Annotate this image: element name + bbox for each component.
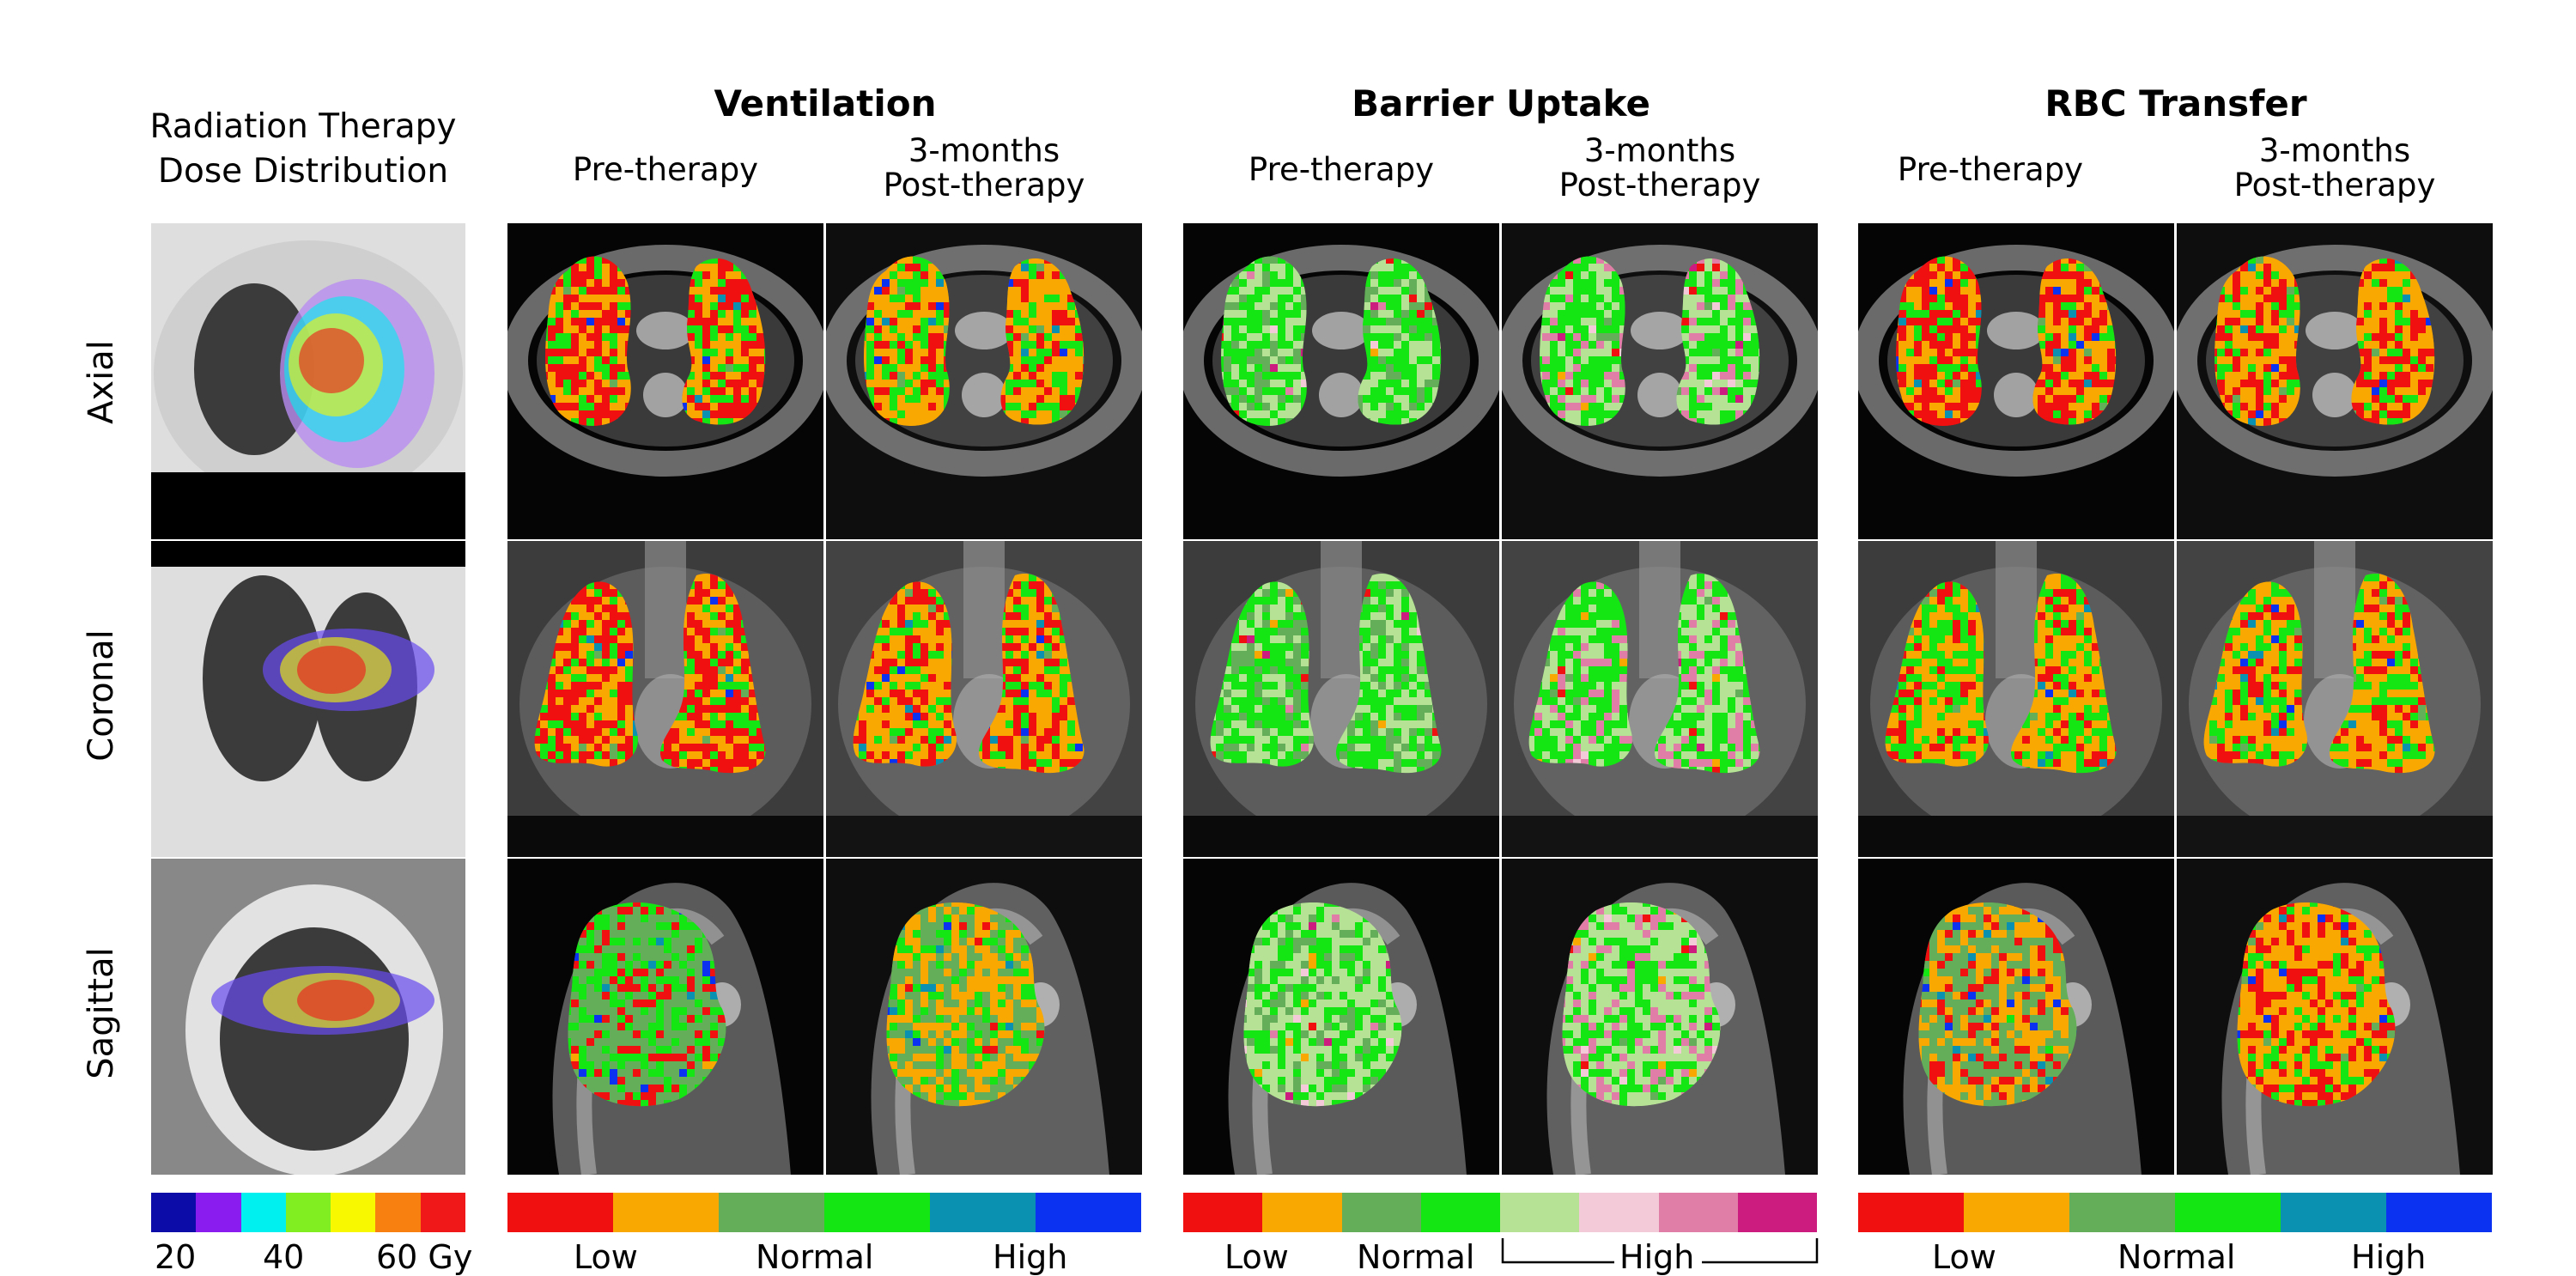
- rbc-colorbar: [1858, 1193, 2492, 1232]
- dose-title-line2: Dose Distribution: [136, 149, 471, 194]
- panel-rbc-post-axial: [2177, 223, 2493, 539]
- barrier-swatch: [1500, 1193, 1579, 1232]
- panel-ventilation-post-coronal: [826, 541, 1142, 857]
- ventilation-tick-normal: Normal: [756, 1238, 874, 1276]
- panel-barrier-post-axial: [1502, 223, 1818, 539]
- panel-rbc-pre-axial: [1858, 223, 2174, 539]
- rbc-swatch: [2281, 1193, 2386, 1232]
- rbc-swatch: [2386, 1193, 2492, 1232]
- subtitle-line: Post-therapy: [826, 168, 1142, 203]
- panel-ventilation-pre-coronal: [507, 541, 823, 857]
- ventilation-swatch: [930, 1193, 1036, 1232]
- group-title-barrier: Barrier Uptake: [1183, 82, 1819, 125]
- dose-tick-40: 40: [263, 1238, 304, 1276]
- barrier-high-bracket: [1501, 1237, 1820, 1267]
- ventilation-colorbar: [507, 1193, 1141, 1232]
- rbc-swatch: [2175, 1193, 2281, 1232]
- subtitle-ventilation-pre: Pre-therapy: [507, 153, 823, 187]
- rbc-tick-high: High: [2351, 1238, 2426, 1276]
- subtitle-line: Post-therapy: [1502, 168, 1818, 203]
- barrier-swatch: [1579, 1193, 1658, 1232]
- dose-swatch: [241, 1193, 286, 1232]
- dose-tick-60: 60 Gy: [376, 1238, 472, 1276]
- ventilation-swatch: [613, 1193, 719, 1232]
- dose-tick-20: 20: [155, 1238, 196, 1276]
- dose-swatch: [196, 1193, 240, 1232]
- panel-ventilation-post-sagittal: [826, 859, 1142, 1175]
- panel-dose-sagittal: [151, 859, 465, 1175]
- panel-barrier-pre-sagittal: [1183, 859, 1499, 1175]
- rbc-swatch: [1964, 1193, 2069, 1232]
- barrier-tick-normal: Normal: [1357, 1238, 1475, 1276]
- panel-rbc-pre-sagittal: [1858, 859, 2174, 1175]
- panel-barrier-pre-coronal: [1183, 541, 1499, 857]
- rbc-tick-low: Low: [1932, 1238, 1996, 1276]
- group-title-ventilation: Ventilation: [507, 82, 1143, 125]
- subtitle-line: 3-months: [826, 134, 1142, 168]
- subtitle-line: 3-months: [1502, 134, 1818, 168]
- barrier-swatch: [1738, 1193, 1817, 1232]
- subtitle-line: Post-therapy: [2177, 168, 2493, 203]
- panel-barrier-post-sagittal: [1502, 859, 1818, 1175]
- dose-swatch: [331, 1193, 375, 1232]
- ventilation-tick-low: Low: [574, 1238, 638, 1276]
- panel-dose-axial: [151, 223, 465, 539]
- barrier-tick-low: Low: [1224, 1238, 1289, 1276]
- ventilation-tick-high: High: [993, 1238, 1067, 1276]
- dose-title-line1: Radiation Therapy: [136, 105, 471, 149]
- panel-rbc-post-sagittal: [2177, 859, 2493, 1175]
- panel-ventilation-pre-axial: [507, 223, 823, 539]
- rbc-tick-normal: Normal: [2117, 1238, 2236, 1276]
- subtitle-rbc-post: 3-months Post-therapy: [2177, 134, 2493, 203]
- barrier-swatch: [1421, 1193, 1500, 1232]
- panel-barrier-post-coronal: [1502, 541, 1818, 857]
- panel-ventilation-pre-sagittal: [507, 859, 823, 1175]
- rbc-swatch: [2069, 1193, 2175, 1232]
- ventilation-swatch: [824, 1193, 930, 1232]
- barrier-swatch: [1659, 1193, 1738, 1232]
- barrier-swatch: [1262, 1193, 1341, 1232]
- subtitle-barrier-pre: Pre-therapy: [1183, 153, 1499, 187]
- subtitle-ventilation-post: 3-months Post-therapy: [826, 134, 1142, 203]
- barrier-swatch: [1183, 1193, 1262, 1232]
- rbc-swatch: [1858, 1193, 1964, 1232]
- dose-swatch: [421, 1193, 465, 1232]
- dose-swatch: [286, 1193, 331, 1232]
- ventilation-swatch: [507, 1193, 613, 1232]
- row-label-sagittal: Sagittal: [82, 927, 125, 1099]
- barrier-colorbar: [1183, 1193, 1817, 1232]
- ventilation-swatch: [1036, 1193, 1141, 1232]
- subtitle-rbc-pre: Pre-therapy: [1832, 153, 2148, 187]
- subtitle-line: 3-months: [2177, 134, 2493, 168]
- row-label-coronal: Coronal: [82, 610, 125, 781]
- dose-swatch: [151, 1193, 196, 1232]
- panel-barrier-pre-axial: [1183, 223, 1499, 539]
- panel-rbc-pre-coronal: [1858, 541, 2174, 857]
- panel-dose-coronal: [151, 541, 465, 857]
- panel-rbc-post-coronal: [2177, 541, 2493, 857]
- row-label-axial: Axial: [82, 296, 125, 468]
- panel-ventilation-post-axial: [826, 223, 1142, 539]
- dose-swatch: [375, 1193, 420, 1232]
- group-title-rbc: RBC Transfer: [1858, 82, 2494, 125]
- ventilation-swatch: [719, 1193, 824, 1232]
- subtitle-barrier-post: 3-months Post-therapy: [1502, 134, 1818, 203]
- dose-title: Radiation Therapy Dose Distribution: [136, 105, 471, 194]
- dose-colorbar: [151, 1193, 465, 1232]
- barrier-swatch: [1342, 1193, 1421, 1232]
